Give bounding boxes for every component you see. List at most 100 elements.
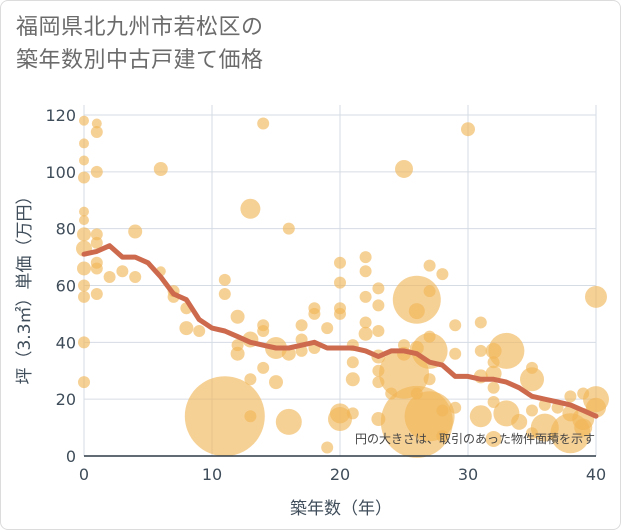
bubble-point (79, 206, 89, 217)
bubble-point (78, 336, 90, 349)
bubble-point (79, 215, 89, 226)
bubble-point (184, 376, 265, 457)
bubble-point (359, 265, 372, 278)
bubble-point (90, 228, 103, 241)
bubble-point (526, 404, 538, 417)
bubble-point (359, 290, 372, 303)
bubble-point (461, 122, 475, 137)
bubble-point (346, 356, 359, 369)
bubble-point (308, 307, 321, 320)
bubble-point (321, 322, 334, 335)
bubble-point (90, 236, 103, 249)
bubble-point (269, 375, 283, 390)
bubble-point (487, 396, 500, 409)
bubble-point (79, 115, 89, 126)
bubble-point (77, 227, 91, 242)
bubble-point (257, 324, 270, 337)
bubble-point (436, 430, 449, 443)
bubble-point (78, 171, 90, 184)
bubble-point (372, 376, 385, 389)
bubble-point (577, 387, 590, 400)
bubble-point (79, 138, 89, 149)
bubble-point (585, 285, 607, 308)
bubble-point (358, 326, 373, 341)
bubble-point (372, 282, 385, 295)
bubble-point (90, 262, 103, 275)
bubble-point (345, 372, 360, 387)
x-axis-label: 築年数（年） (290, 499, 392, 519)
bubble-point (511, 413, 528, 430)
bubble-point (78, 279, 90, 292)
y-tick-label: 0 (66, 447, 76, 466)
bubble-point (334, 276, 346, 289)
bubble-point (411, 332, 448, 369)
bubble-size-note: 円の大きさは、取引のあった物件面積を示す (355, 431, 595, 446)
bubble-point (321, 441, 334, 454)
y-tick-label: 120 (45, 106, 76, 125)
bubble-point (526, 427, 538, 440)
y-tick-label: 80 (56, 220, 76, 239)
bubble-point (371, 412, 386, 427)
bubble-point (334, 307, 346, 320)
bubble-point (423, 285, 436, 298)
trend-line (81, 243, 599, 419)
bubble-point (257, 361, 270, 374)
bubble-point (423, 373, 436, 386)
y-tick-label: 20 (56, 390, 76, 409)
y-tick-label: 40 (56, 333, 76, 352)
bubble-point (449, 401, 462, 414)
bubble-point (526, 361, 538, 374)
bubble-point (129, 270, 142, 283)
bubble-point (372, 364, 385, 377)
bubble-point (244, 373, 257, 386)
axes: 0 10 20 30 40 0 20 40 60 80 100 120 (45, 106, 606, 484)
bubble-point (79, 155, 89, 166)
bubble-point (346, 407, 359, 420)
bubble-point (103, 270, 116, 283)
bubble-point (436, 404, 449, 417)
bubble-point (520, 367, 544, 392)
bubble-point (153, 161, 168, 176)
chart-title-line-2: 築年数別中古戸建て価格 (16, 48, 264, 73)
bubble-point (564, 390, 577, 403)
bubble-point (244, 410, 257, 423)
bubble-point (474, 344, 487, 357)
bubble-point (295, 319, 308, 332)
bubble-point (257, 117, 270, 130)
bubble-point (469, 405, 492, 428)
bubble-point (398, 339, 410, 352)
bubble-point (230, 309, 245, 324)
bubble-point (372, 299, 385, 312)
bubble-point (334, 256, 346, 269)
bubble-point (487, 381, 500, 394)
bubble-point (231, 339, 244, 352)
bubble-point (275, 408, 302, 435)
bubble-point (90, 165, 103, 178)
bubble-point (90, 126, 103, 139)
bubble-point (423, 330, 436, 343)
bubble-point (218, 288, 231, 301)
bubble-point (359, 251, 372, 264)
bubble-point (449, 319, 462, 332)
bubble-point (240, 198, 261, 219)
bubble-point (449, 347, 462, 360)
bubble-point (179, 321, 194, 336)
bubble-point (410, 387, 423, 400)
bubble-point (90, 288, 103, 301)
bubble-point (408, 303, 425, 320)
y-tick-label: 60 (56, 277, 76, 296)
bubble-point (91, 118, 102, 129)
y-tick-label: 100 (45, 163, 76, 182)
bubble-point (395, 159, 413, 178)
bubble-point (485, 430, 502, 447)
bubble-point (193, 324, 206, 337)
x-tick-label: 20 (330, 465, 350, 484)
bubble-point (359, 316, 372, 329)
chart-title-line-1: 福岡県北九州市若松区の (16, 15, 264, 40)
y-axis-label: 坪（3.3㎡）単価（万円） (15, 187, 35, 384)
trend-line-series (81, 243, 599, 419)
bubble-point (404, 391, 455, 442)
bubble-point (330, 403, 350, 424)
